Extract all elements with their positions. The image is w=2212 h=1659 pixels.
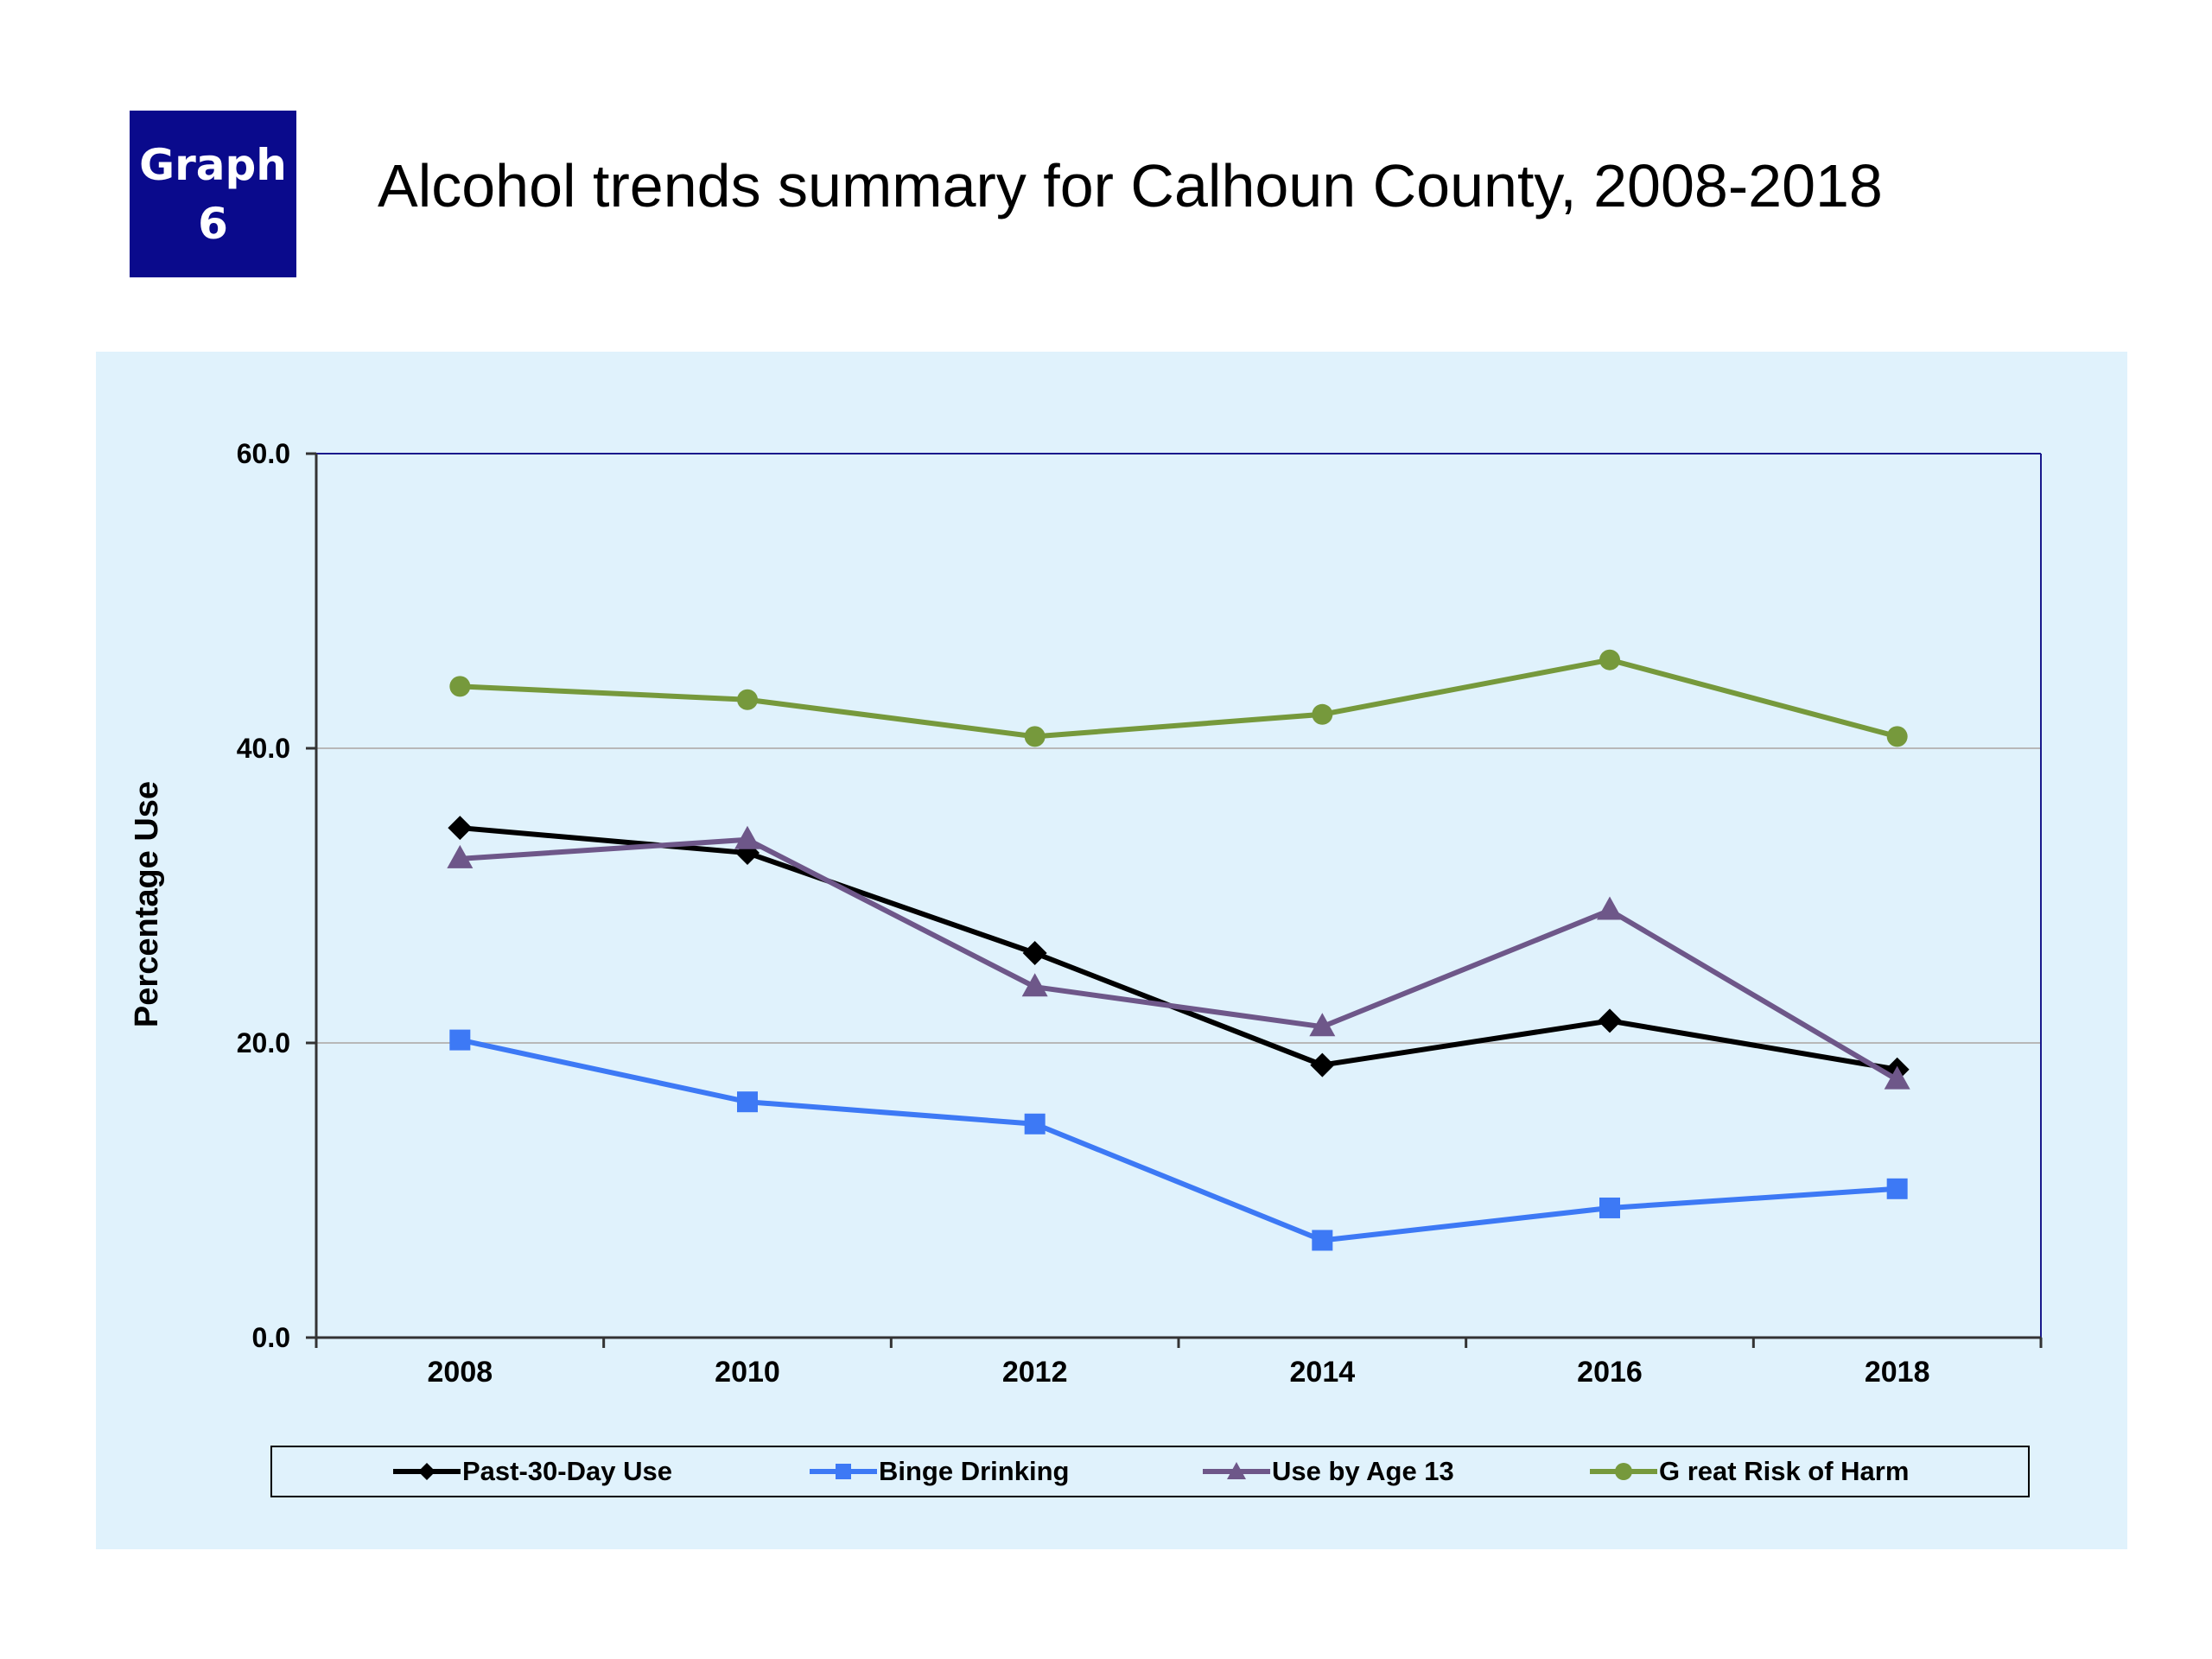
x-tick-label: 2014 — [1290, 1356, 1356, 1389]
y-tick-label: 40.0 — [237, 733, 290, 764]
y-tick-label: 20.0 — [237, 1027, 290, 1058]
data-point-series-3 — [1599, 649, 1620, 671]
data-point-series-3 — [1312, 703, 1333, 725]
legend-item-past-30-day-use: Past-30-Day Use — [393, 1447, 672, 1496]
data-point-series-0 — [1598, 1008, 1622, 1033]
legend-swatch-square-icon — [810, 1464, 877, 1479]
series-line-1 — [459, 1037, 1897, 1243]
series-line-2 — [460, 836, 1899, 1083]
y-tick-label: 60.0 — [237, 438, 290, 469]
data-point-series-3 — [737, 689, 758, 710]
legend-label: Use by Age 13 — [1272, 1456, 1454, 1486]
legend-item-binge-drinking: Binge Drinking — [810, 1447, 1069, 1496]
chart-panel — [96, 352, 2127, 1549]
data-point-series-3 — [449, 676, 471, 697]
badge-number: 6 — [198, 198, 228, 249]
data-point-series-0 — [448, 816, 473, 841]
x-tick-label: 2016 — [1577, 1356, 1643, 1389]
legend-item-use-by-age-13: Use by Age 13 — [1203, 1447, 1454, 1496]
data-point-series-1 — [1024, 1113, 1046, 1135]
data-point-series-2 — [1309, 1013, 1336, 1037]
badge-label: Graph — [139, 139, 287, 190]
series-line-0 — [460, 825, 1898, 1072]
legend-label: Past-30-Day Use — [462, 1456, 672, 1486]
data-point-series-1 — [449, 1029, 471, 1051]
data-point-series-1 — [737, 1091, 758, 1113]
x-tick-label: 2018 — [1865, 1356, 1930, 1389]
y-tick-label: 0.0 — [252, 1322, 290, 1353]
y-axis-title: Percentage Use — [129, 781, 165, 1027]
data-point-series-1 — [1599, 1197, 1620, 1218]
data-point-series-3 — [1024, 726, 1046, 747]
series-line-3 — [460, 657, 1898, 740]
data-point-series-2 — [1021, 973, 1048, 997]
legend-swatch-diamond-icon — [393, 1463, 461, 1480]
data-point-series-1 — [1312, 1230, 1333, 1251]
data-point-series-2 — [734, 825, 760, 849]
x-tick-label: 2008 — [428, 1356, 493, 1389]
chart-legend: Past-30-Day Use Binge Drinking Use by Ag… — [270, 1446, 2030, 1497]
page-title: Alcohol trends summary for Calhoun Count… — [378, 152, 1883, 219]
data-point-series-0 — [1022, 940, 1047, 965]
data-point-series-3 — [1886, 726, 1908, 747]
legend-label: G reat Risk of Harm — [1659, 1456, 1910, 1486]
data-point-series-2 — [447, 844, 474, 868]
x-tick-label: 2010 — [715, 1356, 780, 1389]
legend-swatch-triangle-icon — [1203, 1462, 1270, 1479]
legend-label: Binge Drinking — [879, 1456, 1070, 1486]
data-point-series-1 — [1886, 1178, 1908, 1199]
legend-item-great-risk-of-harm: G reat Risk of Harm — [1590, 1447, 1909, 1496]
graph-badge: Graph 6 — [130, 111, 296, 277]
data-point-series-2 — [1884, 1065, 1910, 1090]
data-point-series-2 — [1597, 896, 1623, 920]
data-point-series-0 — [1310, 1052, 1335, 1077]
legend-swatch-circle-icon — [1590, 1463, 1657, 1480]
x-tick-label: 2012 — [1002, 1356, 1068, 1389]
